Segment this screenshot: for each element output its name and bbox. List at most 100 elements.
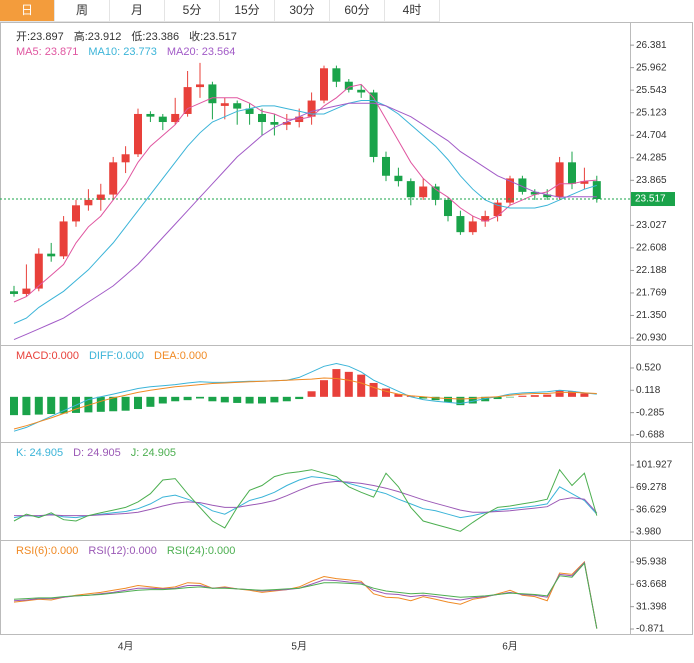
period-tab[interactable]: 15分 xyxy=(220,0,275,22)
macd-bar xyxy=(34,396,43,415)
series-line xyxy=(13,377,597,430)
macd-bar xyxy=(220,396,229,403)
period-tab[interactable]: 60分 xyxy=(330,0,385,22)
macd-bar xyxy=(580,393,589,397)
candle-body xyxy=(72,205,80,222)
candle-body xyxy=(10,291,18,294)
candle-body xyxy=(419,186,428,198)
macd-bar xyxy=(295,396,304,400)
candle-body xyxy=(208,84,217,104)
legend-entry: RSI(6):0.000 xyxy=(16,545,78,557)
legend-entry: DIFF:0.000 xyxy=(89,350,144,362)
y-tick-label: 24.285 xyxy=(636,152,667,163)
legend-entry: J: 24.905 xyxy=(131,447,176,459)
y-tick-label: 23.865 xyxy=(636,175,667,186)
period-tab[interactable]: 5分 xyxy=(165,0,220,22)
period-tab[interactable]: 日 xyxy=(0,0,55,22)
y-tick-label: 25.962 xyxy=(636,62,667,73)
candle-body xyxy=(307,100,316,117)
x-tick-label: 5月 xyxy=(291,641,307,653)
macd-bar xyxy=(307,391,316,397)
macd-bar xyxy=(369,382,378,397)
macd-bar xyxy=(468,396,477,404)
period-tab[interactable]: 周 xyxy=(55,0,110,22)
legend-entry: 高:23.912 xyxy=(74,29,122,43)
y-tick-label: 0.118 xyxy=(636,385,661,396)
candle-body xyxy=(344,81,353,90)
candle-body xyxy=(456,216,465,233)
macd-bar xyxy=(394,394,403,397)
candle-body xyxy=(406,181,415,198)
macd-bar xyxy=(382,388,390,397)
candle-body xyxy=(518,178,527,192)
y-tick-label: 69.278 xyxy=(636,482,667,493)
macd-bar xyxy=(456,396,465,406)
y-tick-label: 101.927 xyxy=(636,460,673,471)
macd-bar xyxy=(121,396,130,411)
y-tick-label: 3.980 xyxy=(636,527,661,538)
y-tick-label: 26.381 xyxy=(636,40,667,51)
y-tick-label: 22.188 xyxy=(636,265,667,276)
macd-bar xyxy=(506,396,514,398)
macd-bar xyxy=(96,396,105,412)
macd-bar xyxy=(481,396,490,402)
candle-body xyxy=(96,194,105,200)
legend-entry: K: 24.905 xyxy=(16,447,63,459)
y-tick-label: 36.629 xyxy=(636,504,667,515)
macd-bar xyxy=(183,396,192,401)
candle-body xyxy=(506,178,514,203)
y-tick-label: -0.688 xyxy=(636,430,665,441)
macd-bar xyxy=(568,391,576,397)
y-tick-label: 63.668 xyxy=(636,579,667,590)
candle-body xyxy=(158,116,167,123)
macd-bar xyxy=(543,394,552,397)
candle-body xyxy=(196,84,204,88)
macd-bar xyxy=(245,396,254,404)
candle-body xyxy=(444,199,452,217)
legend-entry: 低:23.386 xyxy=(131,30,179,43)
candle-body xyxy=(369,92,378,157)
macd-bar xyxy=(158,396,167,404)
macd-bar xyxy=(134,396,142,410)
y-tick-label: 21.769 xyxy=(636,288,667,299)
candle-body xyxy=(580,181,589,184)
macd-bar xyxy=(10,396,18,416)
current-price-box xyxy=(631,192,675,207)
macd-bar xyxy=(171,396,180,402)
period-tab[interactable]: 月 xyxy=(110,0,165,22)
y-tick-label: -0.871 xyxy=(636,624,665,635)
macd-bar xyxy=(84,396,93,413)
legend-entry: 收:23.517 xyxy=(189,29,237,43)
macd-bar xyxy=(282,396,291,402)
candle-body xyxy=(320,68,328,101)
frame xyxy=(0,22,693,635)
candle-body xyxy=(59,221,68,257)
candle-body xyxy=(431,186,440,200)
x-tick-label: 4月 xyxy=(118,641,134,653)
candle-body xyxy=(382,156,390,176)
macd-bar xyxy=(332,369,341,397)
candle-body xyxy=(530,191,539,195)
candle-body xyxy=(481,216,490,222)
macd-bar xyxy=(518,395,527,397)
period-tab[interactable]: 4时 xyxy=(385,0,440,22)
candle-body xyxy=(220,103,229,106)
candle-body xyxy=(357,89,366,93)
legend-entry: D: 24.905 xyxy=(73,447,121,459)
y-tick-label: 23.027 xyxy=(636,220,667,231)
legend-entry: MACD:0.000 xyxy=(16,350,79,362)
macd-bar xyxy=(196,396,204,399)
candle-body xyxy=(183,87,192,114)
legend-entry: RSI(12):0.000 xyxy=(88,545,156,557)
candle-body xyxy=(34,253,43,289)
macd-bar xyxy=(431,396,440,401)
period-tab[interactable]: 30分 xyxy=(275,0,330,22)
candle-body xyxy=(555,162,564,198)
series-line xyxy=(13,83,597,303)
candle-body xyxy=(84,199,93,206)
macd-bar xyxy=(444,396,452,403)
y-tick-label: 0.520 xyxy=(636,363,661,374)
candle-body xyxy=(332,68,341,82)
